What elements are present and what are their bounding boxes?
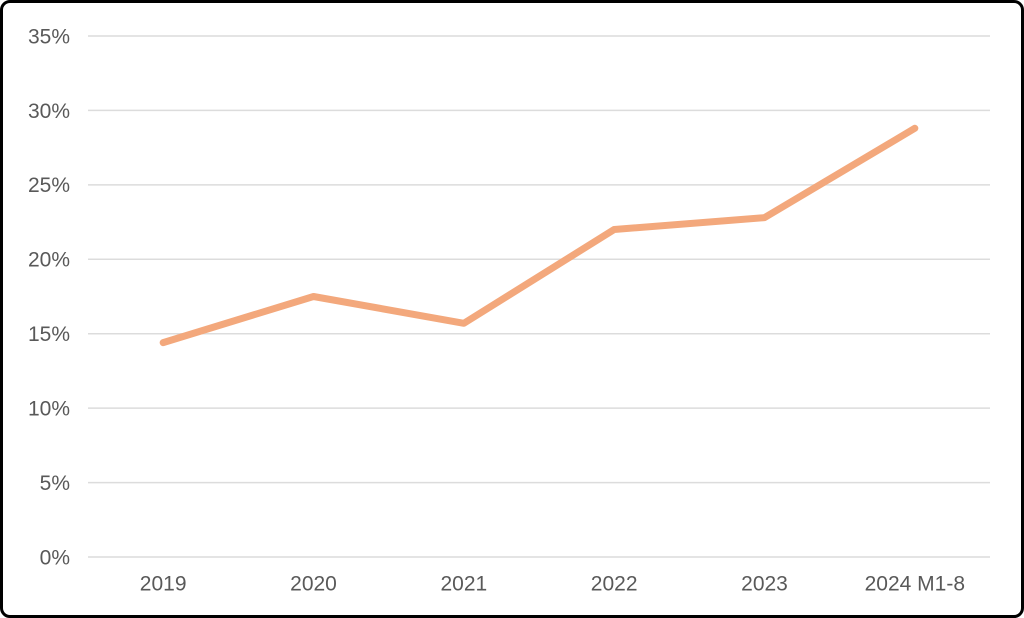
gridlines-group bbox=[88, 35, 990, 558]
y-axis-tick-label: 20% bbox=[28, 249, 70, 272]
y-axis-tick-label: 0% bbox=[40, 546, 70, 569]
y-axis-tick-label: 10% bbox=[28, 397, 70, 420]
y-axis-tick-label: 15% bbox=[28, 323, 70, 346]
x-axis-tick-label: 2020 bbox=[290, 573, 337, 596]
y-axis-tick-label: 30% bbox=[28, 100, 70, 123]
x-axis-tick-label: 2024 M1-8 bbox=[865, 573, 965, 596]
y-axis-tick-label: 35% bbox=[28, 25, 70, 48]
x-axis-tick-label: 2019 bbox=[140, 573, 187, 596]
y-axis-tick-labels: 0% 5% 10% 15% 20% 25% 30% 35% bbox=[28, 25, 70, 569]
line-chart: 0%5%10%15%20%25%30%35% 2019 2020 2021 2022 2… bbox=[28, 25, 990, 596]
x-axis-tick-label: 2021 bbox=[440, 573, 487, 596]
x-axis-tick-label: 2023 bbox=[741, 573, 788, 596]
x-axis-tick-labels: 2019 2020 2021 2022 2023 2024 M1-8 bbox=[140, 573, 965, 596]
series-group bbox=[159, 124, 919, 347]
x-axis-tick-label: 2022 bbox=[591, 573, 638, 596]
data-series-line bbox=[159, 124, 919, 347]
y-axis-tick-label: 5% bbox=[40, 472, 70, 495]
y-axis-tick-label: 25% bbox=[28, 174, 70, 197]
